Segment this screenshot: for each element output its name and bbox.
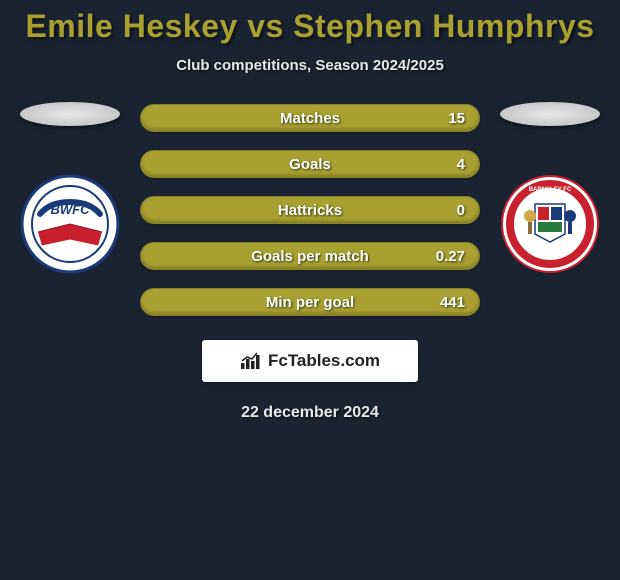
barnsley-crest-icon: 1887 BARNSLEY FC (500, 174, 600, 274)
svg-text:BWFC: BWFC (51, 202, 91, 217)
comparison-card: Emile Heskey vs Stephen Humphrys Club co… (0, 0, 620, 422)
stat-label: Hattricks (278, 202, 342, 219)
stat-right-value: 0 (457, 202, 465, 219)
brand-text: FcTables.com (268, 351, 380, 371)
date-text: 22 december 2024 (0, 404, 620, 422)
right-player-oval (500, 102, 600, 126)
stat-bar-goals-per-match: Goals per match 0.27 (140, 242, 480, 270)
left-player-col: BWFC (10, 102, 130, 274)
brand-attribution[interactable]: FcTables.com (202, 340, 418, 382)
svg-text:1887: 1887 (541, 247, 559, 256)
right-club-crest: 1887 BARNSLEY FC (500, 174, 600, 274)
bolton-crest-icon: BWFC (20, 174, 120, 274)
comparison-title: Emile Heskey vs Stephen Humphrys (0, 8, 620, 45)
stat-bar-goals: Goals 4 (140, 150, 480, 178)
main-row: BWFC Matches 15 Goals 4 Hattricks 0 (0, 102, 620, 316)
stat-label: Goals (289, 156, 331, 173)
right-player-col: 1887 BARNSLEY FC (490, 102, 610, 274)
svg-text:BARNSLEY FC: BARNSLEY FC (529, 187, 572, 193)
stat-label: Matches (280, 110, 340, 127)
stat-right-value: 4 (457, 156, 465, 173)
stats-column: Matches 15 Goals 4 Hattricks 0 Goals per… (140, 102, 480, 316)
stat-right-value: 15 (448, 110, 465, 127)
stat-bar-matches: Matches 15 (140, 104, 480, 132)
stat-right-value: 0.27 (436, 248, 465, 265)
stat-bar-min-per-goal: Min per goal 441 (140, 288, 480, 316)
stat-label: Min per goal (266, 294, 354, 311)
comparison-subtitle: Club competitions, Season 2024/2025 (0, 57, 620, 74)
left-club-crest: BWFC (20, 174, 120, 274)
left-player-oval (20, 102, 120, 126)
bar-chart-icon (240, 351, 262, 371)
stat-bar-hattricks: Hattricks 0 (140, 196, 480, 224)
stat-right-value: 441 (440, 294, 465, 311)
stat-label: Goals per match (251, 248, 369, 265)
